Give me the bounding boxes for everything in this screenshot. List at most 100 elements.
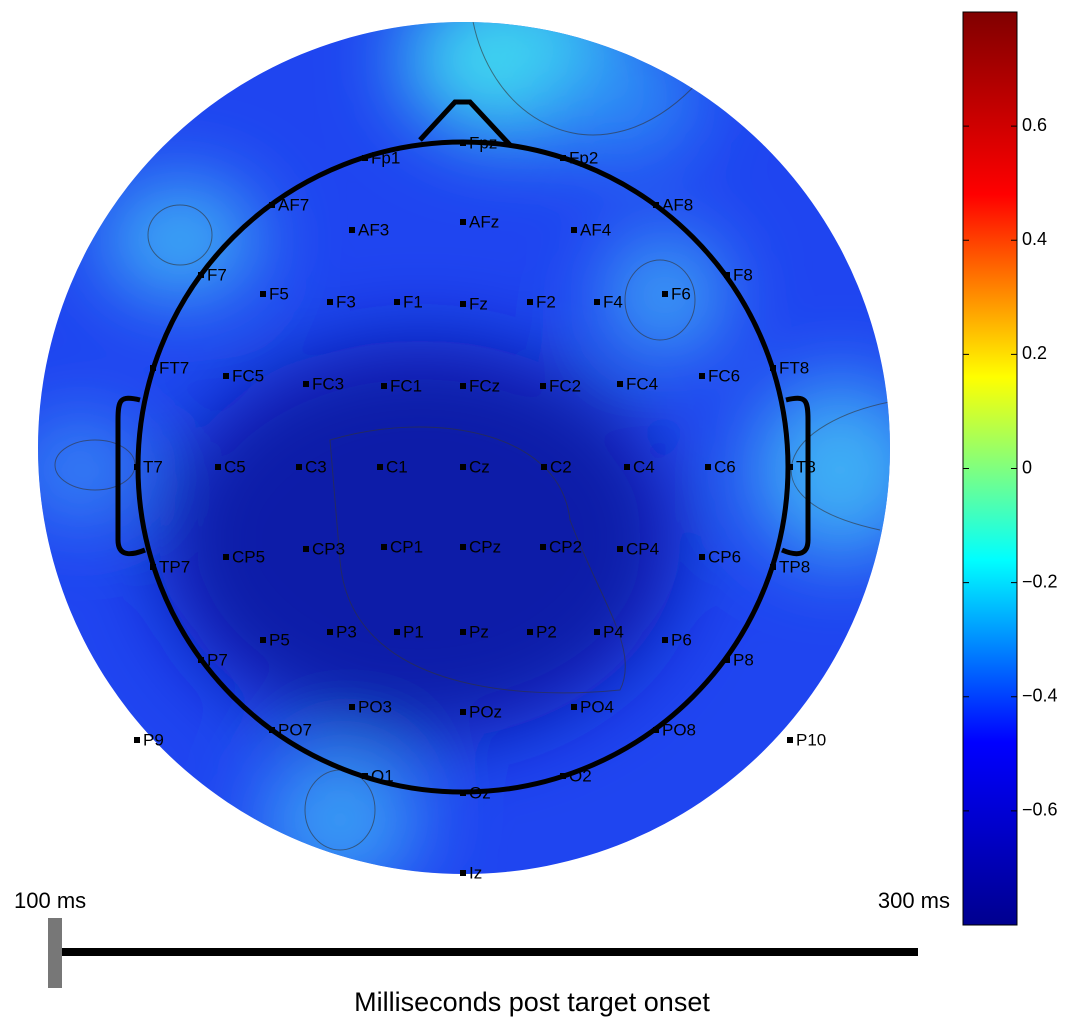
electrode-dot [787,737,793,743]
electrode-label: C4 [633,457,655,476]
electrode-dot [460,544,466,550]
electrode-dot [198,657,204,663]
electrode-label: TP8 [779,557,810,576]
electrode-label: POz [469,702,502,721]
electrode-dot [770,365,776,371]
electrode-label: P4 [603,622,624,641]
electrode-label: FC2 [549,376,581,395]
electrode-label: Fpz [469,133,497,152]
electrode-label: AF3 [358,220,389,239]
electrode-label: C2 [550,457,572,476]
electrode-dot [394,629,400,635]
electrode-dot [303,546,309,552]
electrode-label: T8 [796,457,816,476]
electrode-label: CP6 [708,547,741,566]
x-axis-label: Milliseconds post target onset [354,987,710,1017]
electrode-label: Fz [469,294,488,313]
electrode-dot [540,383,546,389]
electrode-dot [460,629,466,635]
electrode-label: PO7 [278,720,312,739]
electrode-dot [617,381,623,387]
electrode-label: Cz [469,457,490,476]
electrode-dot [460,140,466,146]
electrode-label: F8 [733,265,753,284]
electrode-dot [269,727,275,733]
electrode-dot [560,155,566,161]
electrode-dot [198,272,204,278]
electrode-label: P3 [336,622,357,641]
electrode-label: CP4 [626,539,659,558]
electrode-label: F3 [336,292,356,311]
electrode-dot [460,464,466,470]
electrode-label: C6 [714,457,736,476]
electrode-dot [215,464,221,470]
electrode-label: P8 [733,650,754,669]
electrode-label: FC1 [390,376,422,395]
electrode-dot [594,629,600,635]
colorbar-tick-label: −0.4 [1022,686,1058,706]
time-end: 300 ms [878,888,950,913]
electrode-label: FC4 [626,374,658,393]
electrode-label: CPz [469,537,501,556]
electrode-dot [460,709,466,715]
electrode-label: P9 [143,730,164,749]
electrode-dot [624,464,630,470]
electrode-label: Pz [469,622,489,641]
electrode-label: FC6 [708,366,740,385]
electrode-label: P1 [403,622,424,641]
time-bar [62,948,918,956]
colorbar-tick-label: 0.4 [1022,229,1047,249]
electrode-dot [571,704,577,710]
electrode-label: AF4 [580,220,611,239]
electrode-dot [260,291,266,297]
electrode-dot [527,629,533,635]
electrode-dot [460,301,466,307]
electrode-dot [303,381,309,387]
electrode-dot [662,291,668,297]
electrode-dot [362,155,368,161]
electrode-dot [260,637,266,643]
electrode-label: PO4 [580,697,614,716]
electrode-dot [594,299,600,305]
electrode-label: C3 [305,457,327,476]
colorbar-tick-label: 0.2 [1022,343,1047,363]
colorbar-tick-label: 0.6 [1022,115,1047,135]
electrode-label: PO8 [662,720,696,739]
electrode-label: FC5 [232,366,264,385]
electrode-dot [541,464,547,470]
electrode-dot [223,554,229,560]
electrode-dot [527,299,533,305]
electrode-label: C5 [224,457,246,476]
electrode-dot [653,727,659,733]
electrode-dot [540,544,546,550]
electrode-label: PO3 [358,697,392,716]
electrode-label: CP5 [232,547,265,566]
electrode-label: F4 [603,292,623,311]
electrode-dot [705,464,711,470]
electrode-dot [327,629,333,635]
electrode-dot [770,564,776,570]
electrode-dot [460,219,466,225]
electrode-label: F5 [269,284,289,303]
electrode-dot [327,299,333,305]
electrode-label: CP1 [390,537,423,556]
electrode-dot [662,637,668,643]
electrode-dot [134,737,140,743]
colorbar [962,11,1018,926]
electrode-label: O2 [569,766,592,785]
electrode-label: F7 [207,265,227,284]
time-start: 100 ms [14,888,86,913]
electrode-dot [394,299,400,305]
colorbar-tick-label: −0.2 [1022,571,1058,591]
electrode-dot [381,544,387,550]
electrode-dot [460,870,466,876]
electrode-label: FT7 [159,358,189,377]
electrode-dot [349,704,355,710]
electrode-label: O1 [371,766,394,785]
electrode-label: T7 [143,457,163,476]
electrode-label: F6 [671,284,691,303]
electrode-dot [653,202,659,208]
electrode-label: P10 [796,730,826,749]
